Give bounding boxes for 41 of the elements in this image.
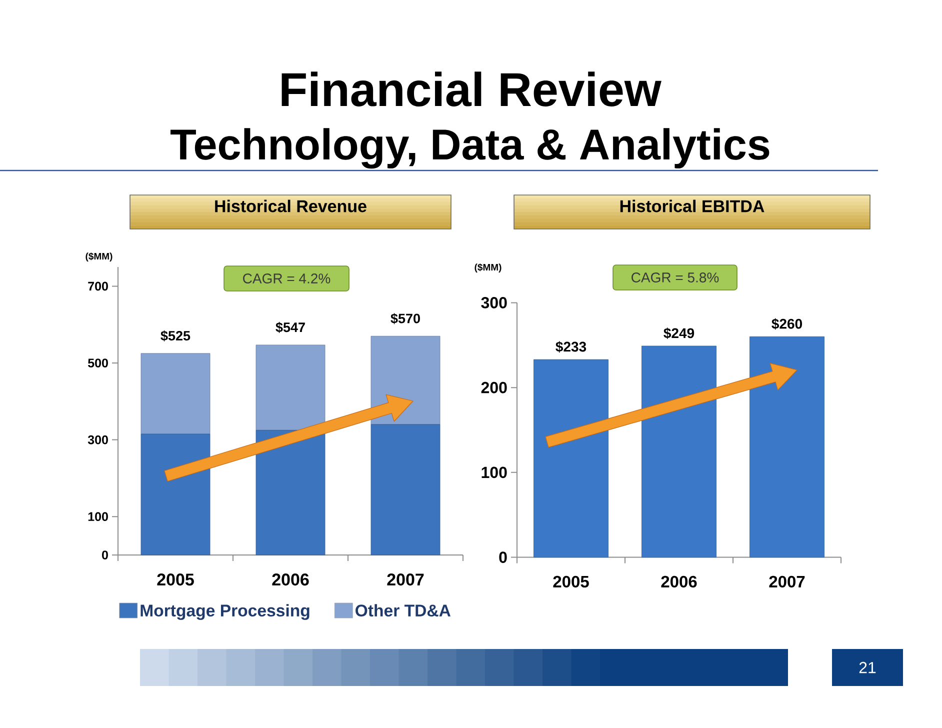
y-tick-label: 500 bbox=[88, 358, 108, 368]
bar bbox=[534, 359, 608, 558]
text: Financial Review bbox=[282, 72, 662, 106]
x-tick-label: 2007 bbox=[387, 574, 424, 586]
text: Technology, Data & Analytics bbox=[170, 128, 770, 169]
bar bbox=[256, 430, 326, 556]
chart-title: Historical EBITDA bbox=[620, 200, 764, 212]
total-label: $547 bbox=[276, 322, 305, 333]
y-tick-label: 0 bbox=[499, 552, 507, 563]
legend-label: Mortgage Processing bbox=[140, 604, 310, 620]
bar bbox=[256, 344, 326, 430]
bar bbox=[370, 424, 440, 556]
y-tick-label: 100 bbox=[88, 512, 108, 522]
bar bbox=[370, 336, 440, 425]
bar bbox=[642, 346, 716, 558]
annotation: CAGR = 4.2% bbox=[243, 274, 330, 284]
x-tick-label: 2005 bbox=[553, 576, 589, 588]
data-label: $233 bbox=[556, 341, 586, 353]
chart-title: Historical Revenue bbox=[215, 200, 366, 212]
x-tick-label: 2006 bbox=[661, 576, 697, 588]
text: CAGR = 5.8% bbox=[632, 272, 719, 282]
y-tick-label: 300 bbox=[481, 297, 507, 308]
x-tick-label: 2006 bbox=[272, 574, 309, 586]
y-axis-title: ($MM) bbox=[474, 263, 502, 273]
data-label: $260 bbox=[772, 318, 802, 330]
y-axis-title: ($MM) bbox=[86, 252, 112, 262]
total-label: $525 bbox=[160, 330, 190, 342]
bar bbox=[750, 336, 824, 558]
y-tick-label: 100 bbox=[482, 466, 507, 478]
x-tick-label: 2005 bbox=[157, 574, 194, 586]
y-tick-label: 700 bbox=[88, 282, 108, 291]
bar bbox=[140, 353, 210, 434]
text: 21 bbox=[859, 662, 876, 674]
bar bbox=[140, 434, 210, 556]
y-tick-label: 300 bbox=[88, 435, 108, 444]
y-tick-label: 200 bbox=[481, 382, 507, 394]
data-label: $249 bbox=[664, 328, 694, 340]
total-label: $570 bbox=[390, 313, 420, 324]
y-tick-label: 0 bbox=[102, 550, 108, 560]
legend-label: Other TD&A bbox=[356, 604, 451, 617]
x-tick-label: 2007 bbox=[769, 576, 805, 588]
